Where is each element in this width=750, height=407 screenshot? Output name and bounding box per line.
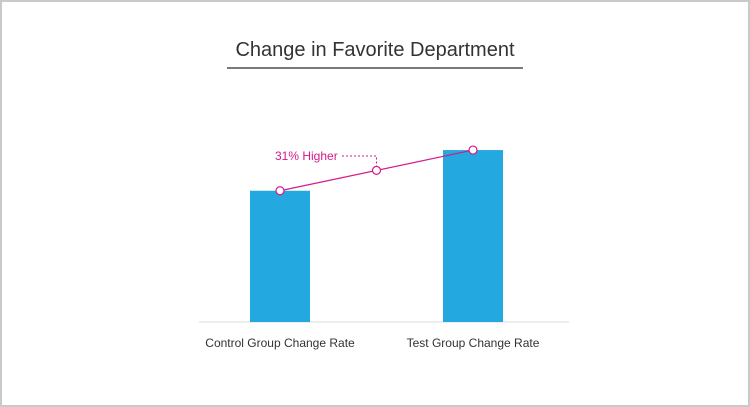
bar-1 [443,150,503,322]
x-tick-label-0: Control Group Change Rate [205,336,355,350]
marker-2 [468,145,478,155]
bars-layer [250,150,503,322]
x-tick-label-1: Test Group Change Rate [407,336,540,350]
bar-0 [250,190,310,322]
annotation-leader [342,155,377,171]
x-tick-labels: Control Group Change Rate Test Group Chan… [205,336,539,350]
marker-1 [371,165,382,176]
marker-0 [275,186,285,196]
annotation-label: 31% Higher [275,149,338,163]
chart-title: Change in Favorite Department [235,39,514,61]
annotation-layer: 31% Higher [275,145,478,196]
